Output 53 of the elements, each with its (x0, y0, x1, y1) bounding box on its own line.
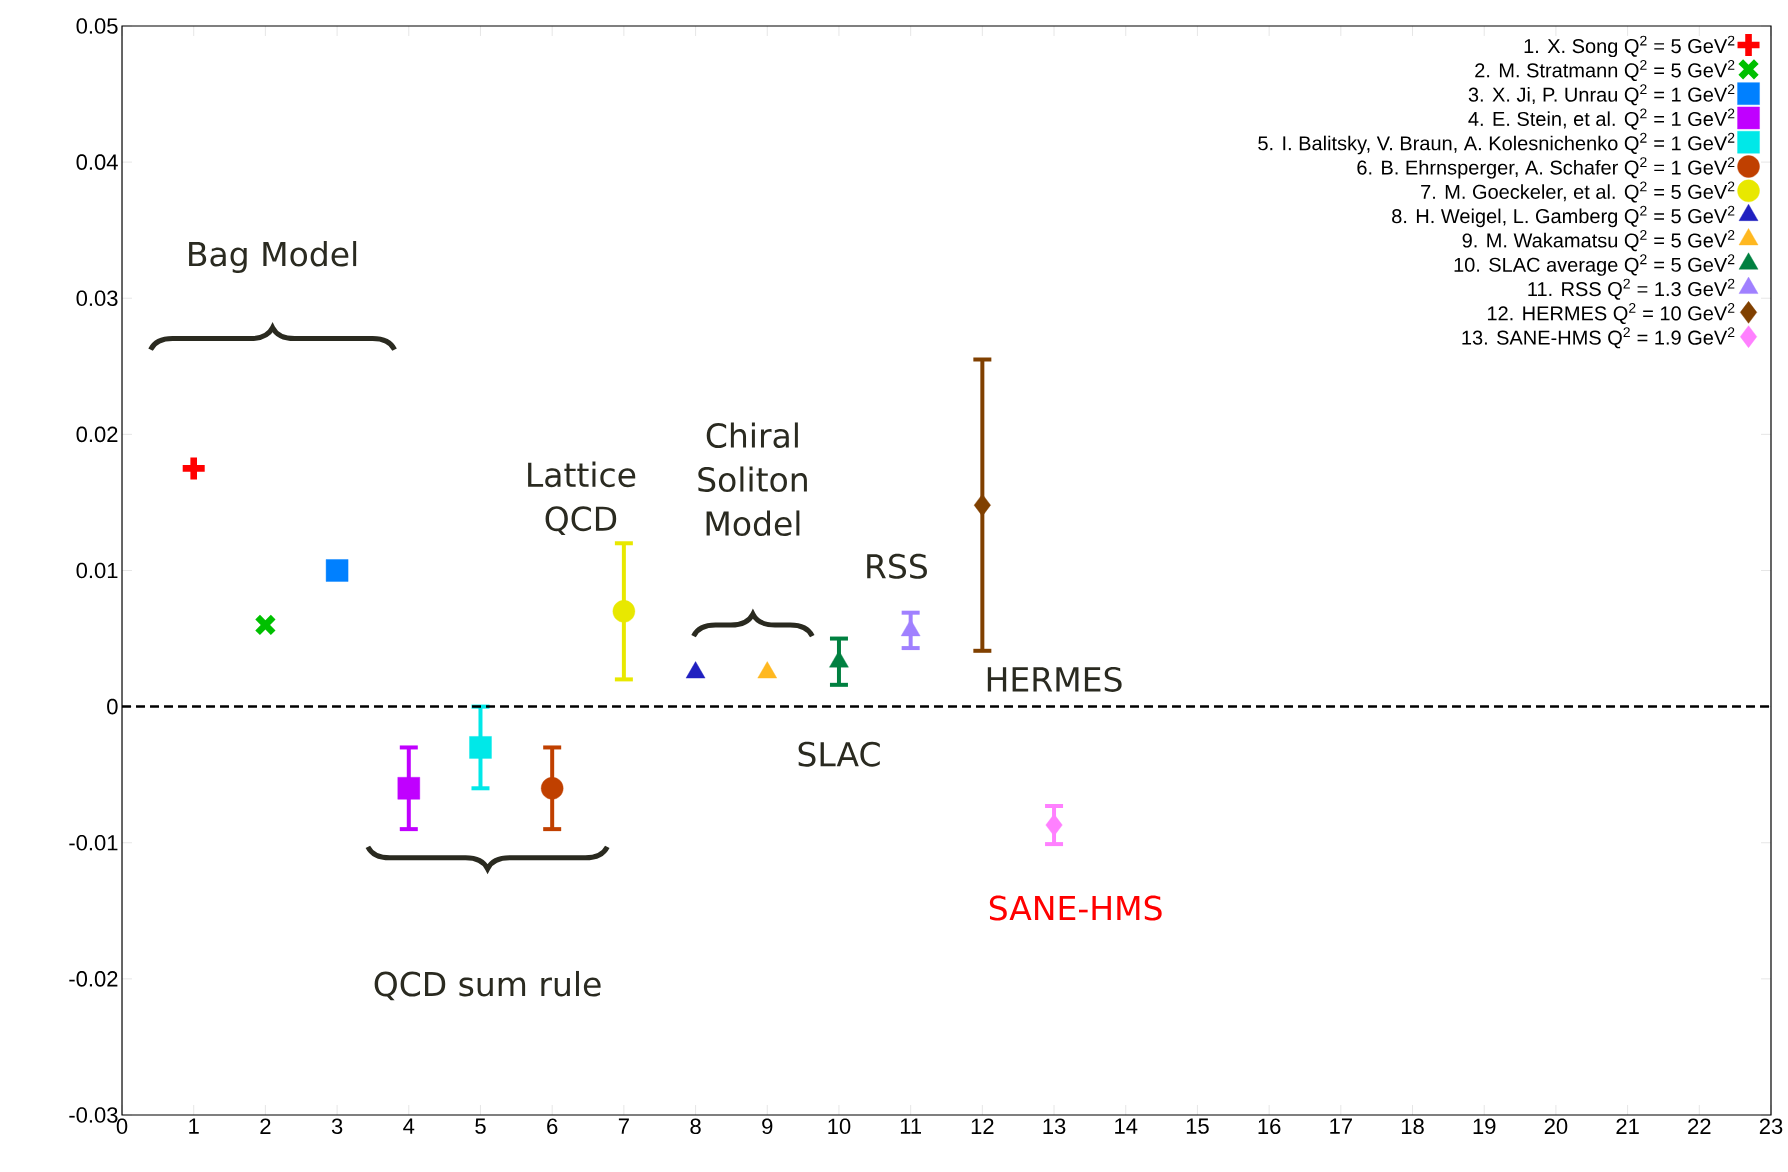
x-tick-label: 12 (971, 1118, 994, 1134)
legend-label: 1. X. Song Q$^{2}$ = 5 GeV$^{2}$ (1524, 35, 1735, 58)
annotation: QCD sum rule (374, 970, 601, 1001)
annotation: SANE-HMS (989, 895, 1162, 921)
x-tick-label: 20 (1544, 1118, 1568, 1135)
x-tick-label: 6 (547, 1118, 558, 1135)
y-tick-label: 0.04 (76, 154, 118, 170)
legend-label: 4. E. Stein, et al. Q$^{2}$ = 1 GeV$^{2}$ (1468, 108, 1735, 130)
x-tick-label: 17 (1330, 1118, 1352, 1134)
x-tick-label: 15 (1186, 1118, 1209, 1134)
legend-label: 5. I. Balitsky, V. Braun, A. Kolesnichenko Q$^{2}$ = 1 GeV$^{2}$ (1258, 132, 1735, 155)
x-tick-label: 11 (900, 1118, 922, 1134)
y-tick-label: -0.03 (69, 1107, 118, 1123)
y-tick-label: -0.01 (69, 834, 118, 851)
x-tick-label: 1 (189, 1118, 199, 1134)
y-tick-label: 0.03 (76, 290, 118, 307)
legend-label: 12. HERMES Q$^{2}$ = 10 GeV$^{2}$ (1487, 302, 1735, 325)
legend-label: 6. B. Ehrnsperger, A. Schafer Q$^{2}$ = 1 GeV$^{2}$ (1357, 157, 1735, 179)
x-tick-label: 18 (1401, 1118, 1424, 1135)
x-tick-label: 8 (690, 1118, 701, 1135)
legend-label: 3. X. Ji, P. Unrau Q$^{2}$ = 1 GeV$^{2}$ (1468, 84, 1735, 106)
annotation: SLAC (798, 741, 880, 767)
legend-label: 13. SANE-HMS Q$^{2}$ = 1.9 GeV$^{2}$ (1462, 327, 1735, 349)
x-tick-label: 4 (403, 1118, 415, 1134)
x-tick-label: 9 (762, 1118, 773, 1135)
legend-label: 11. RSS Q$^{2}$ = 1.3 GeV$^{2}$ (1528, 278, 1735, 300)
annotation: Chiral Soliton Model (698, 422, 807, 536)
annotation: HERMES (987, 666, 1122, 692)
y-tick-label: 0.01 (76, 562, 118, 579)
legend-label: 8. H. Weigel, L. Gamberg Q$^{2}$ = 5 GeV$^{2}$ (1392, 205, 1735, 228)
annotation: Bag Model (189, 240, 357, 273)
annotation: RSS (867, 553, 927, 579)
x-tick-label: 13 (1043, 1118, 1066, 1135)
legend-label: 10. SLAC average Q$^{2}$ = 5 GeV$^{2}$ (1454, 254, 1735, 276)
x-tick-label: 22 (1688, 1118, 1711, 1134)
x-tick-label: 7 (618, 1118, 629, 1134)
x-tick-label: 10 (828, 1118, 851, 1135)
x-tick-label: 16 (1258, 1118, 1281, 1135)
legend-label: 2. M. Stratmann Q$^{2}$ = 5 GeV$^{2}$ (1475, 59, 1735, 82)
y-tick-label: 0.02 (76, 426, 118, 443)
x-tick-label: 2 (260, 1118, 271, 1134)
legend-label: 7. M. Goeckeler, et al. Q$^{2}$ = 5 GeV$^{2}$ (1421, 181, 1735, 203)
x-tick-label: 19 (1473, 1118, 1496, 1135)
y-tick-label: 0 (107, 698, 118, 715)
legend-label: 9. M. Wakamatsu Q$^{2}$ = 5 GeV$^{2}$ (1462, 230, 1735, 252)
x-tick-label: 3 (331, 1118, 343, 1135)
x-tick-label: 5 (475, 1118, 486, 1134)
annotation: Lattice QCD (528, 461, 636, 535)
x-tick-label: 23 (1759, 1118, 1783, 1135)
y-tick-label: -0.02 (69, 971, 118, 987)
y-tick-label: 0.05 (76, 18, 118, 34)
x-tick-label: 14 (1115, 1118, 1138, 1134)
x-tick-label: 21 (1616, 1118, 1639, 1134)
